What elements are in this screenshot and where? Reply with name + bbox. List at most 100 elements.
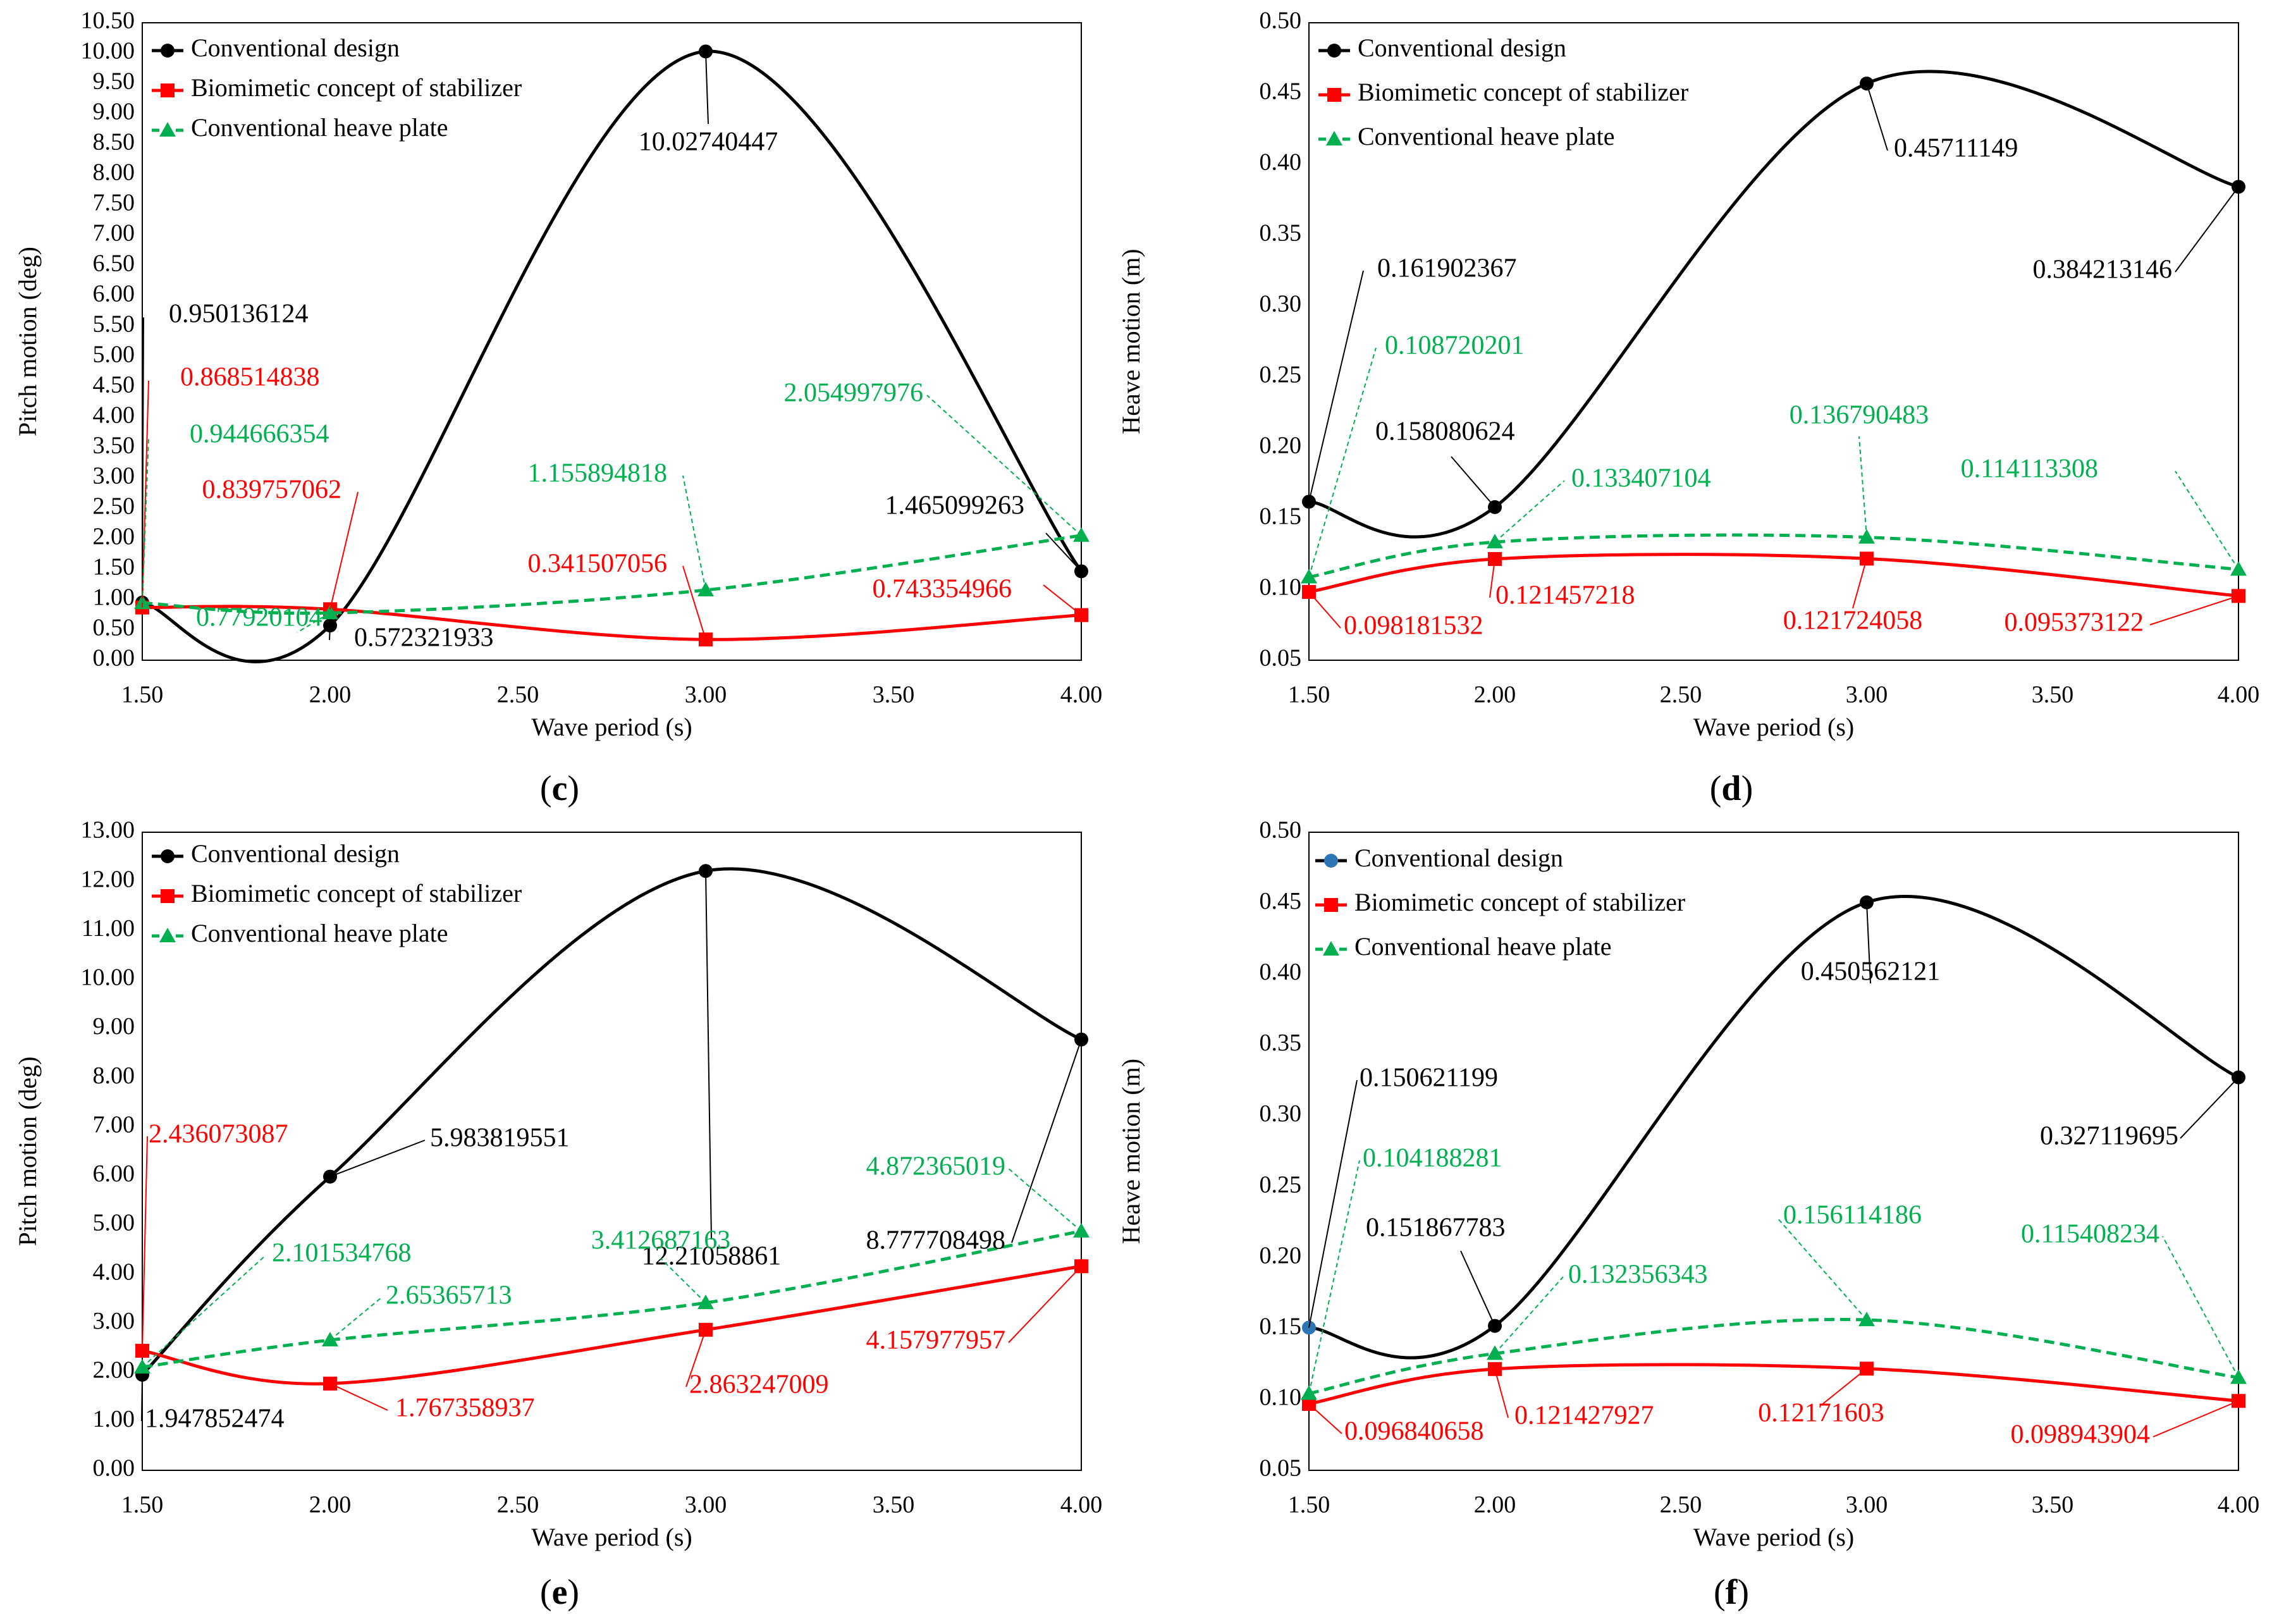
- y-tick-label: 4.00: [93, 402, 135, 429]
- series-line-heave-plate: [142, 534, 1082, 615]
- data-label-leader: [1866, 83, 1888, 151]
- legend-label-heave-plate: Conventional heave plate: [1354, 932, 1612, 961]
- x-tick-label: 3.50: [873, 1492, 915, 1518]
- data-label-biomimetic: 0.121724058: [1783, 606, 1923, 636]
- data-label-heave-plate: 0.115408234: [2021, 1220, 2159, 1249]
- legend-label-biomimetic: Biomimetic concept of stabilizer: [1354, 888, 1685, 916]
- data-label-leader: [297, 612, 331, 633]
- y-tick-label: 1.00: [93, 1406, 135, 1432]
- y-tick-label: 1.50: [93, 554, 135, 581]
- legend-label-heave-plate: Conventional heave plate: [1358, 122, 1615, 151]
- data-label-leader: [1043, 584, 1082, 616]
- data-label-heave-plate: 0.156114186: [1783, 1201, 1922, 1230]
- data-label-leader: [660, 1258, 706, 1303]
- data-label-leader: [142, 317, 144, 603]
- x-tick-label: 2.00: [1474, 1492, 1516, 1518]
- x-tick-label: 3.00: [685, 1492, 727, 1518]
- data-label-leader: [682, 565, 706, 640]
- data-label-conventional: 0.950136124: [169, 300, 309, 329]
- data-label-leader: [685, 1329, 706, 1387]
- x-tick-label: 2.00: [1474, 682, 1516, 708]
- y-tick-label: 0.25: [1260, 1171, 1302, 1198]
- data-label-leader: [1308, 1403, 1342, 1434]
- y-tick-label: 0.35: [1260, 1030, 1302, 1056]
- caption-open-paren: (: [1710, 769, 1722, 808]
- legend-label-biomimetic: Biomimetic concept of stabilizer: [1358, 78, 1688, 106]
- y-tick-label: 6.00: [93, 281, 135, 307]
- y-tick-label: 0.05: [1260, 645, 1302, 672]
- data-label-leader: [705, 871, 712, 1240]
- y-tick-label: 4.00: [93, 1258, 135, 1285]
- legend-marker-heave-plate: [1323, 941, 1339, 956]
- series-line-heave-plate: [1308, 1317, 2239, 1395]
- y-tick-label: 0.45: [1260, 78, 1302, 105]
- data-label-leader: [1308, 270, 1364, 502]
- y-tick-label: 11.00: [82, 915, 135, 942]
- data-label-biomimetic: 1.767358937: [395, 1394, 535, 1423]
- y-axis-title: Pitch motion (deg): [13, 247, 42, 436]
- data-label-biomimetic: 0.743354966: [873, 575, 1012, 604]
- data-label-heave-plate: 0.77920104: [196, 603, 322, 632]
- data-label-leader: [329, 491, 359, 610]
- data-label-leader: [1489, 558, 1495, 598]
- x-tick-label: 3.50: [873, 682, 915, 708]
- series-line-heave-plate: [142, 1229, 1082, 1369]
- data-label-leader: [1494, 480, 1565, 543]
- data-label-heave-plate: 0.108720201: [1385, 331, 1525, 360]
- data-label-conventional: 5.983819551: [430, 1124, 570, 1153]
- series-line-conventional: [1308, 70, 2239, 539]
- data-label-leader: [1045, 532, 1082, 572]
- y-tick-label: 0.40: [1260, 959, 1302, 985]
- caption-close-paren: ): [567, 1573, 579, 1612]
- data-label-leader: [926, 395, 1082, 536]
- y-tick-label: 0.00: [93, 645, 135, 672]
- data-label-conventional: 1.465099263: [885, 491, 1025, 520]
- data-label-conventional: 0.450562121: [1801, 957, 1941, 987]
- y-axis-title: Pitch motion (deg): [13, 1057, 42, 1246]
- plot-area: [142, 832, 1082, 1471]
- data-label-leader: [329, 1297, 382, 1341]
- legend-marker-biomimetic: [1324, 898, 1338, 912]
- data-label-leader: [2162, 1236, 2239, 1378]
- x-tick-label: 2.50: [1660, 682, 1702, 708]
- data-label-heave-plate: 4.872365019: [866, 1152, 1006, 1181]
- legend-marker-conventional: [1327, 44, 1341, 58]
- caption-open-paren: (: [540, 769, 552, 808]
- data-label-heave-plate: 3.412687163: [591, 1226, 731, 1255]
- y-tick-label: 0.00: [93, 1455, 135, 1482]
- caption-close-paren: ): [1737, 1573, 1749, 1612]
- legend-marker-biomimetic: [1327, 88, 1341, 102]
- data-label-leader: [1494, 1369, 1509, 1418]
- data-label-conventional: 0.158080624: [1375, 417, 1515, 446]
- legend-marker-heave-plate: [1326, 131, 1342, 145]
- x-tick-label: 4.00: [1060, 682, 1103, 708]
- data-label-heave-plate: 0.944666354: [190, 420, 329, 449]
- panel-caption: (c): [540, 769, 579, 808]
- legend-marker-biomimetic: [161, 889, 175, 903]
- data-point-heave-plate: [1487, 534, 1503, 549]
- data-label-conventional: 8.777708498: [866, 1226, 1006, 1255]
- legend-marker-conventional: [161, 849, 175, 863]
- legend-label-biomimetic: Biomimetic concept of stabilizer: [191, 73, 522, 102]
- y-tick-label: 9.00: [93, 99, 135, 125]
- legend-marker-conventional: [1324, 854, 1338, 868]
- series-line-conventional: [142, 49, 1083, 663]
- data-label-leader: [142, 437, 149, 603]
- data-label-leader: [1858, 436, 1867, 538]
- y-tick-label: 0.45: [1260, 888, 1302, 914]
- x-tick-label: 4.00: [2218, 1492, 2260, 1518]
- data-label-leader: [2175, 471, 2239, 570]
- x-axis-title: Wave period (s): [1693, 713, 1854, 741]
- data-label-heave-plate: 0.133407104: [1571, 464, 1711, 493]
- data-label-heave-plate: 1.155894818: [528, 459, 668, 488]
- data-label-leader: [1308, 347, 1377, 577]
- data-label-biomimetic: 0.121427927: [1514, 1401, 1654, 1430]
- y-axis-title: Heave motion (m): [1117, 249, 1145, 434]
- x-tick-label: 3.00: [1846, 1492, 1888, 1518]
- y-tick-label: 0.50: [1260, 817, 1302, 844]
- data-label-leader: [1821, 1368, 1867, 1406]
- data-label-heave-plate: 0.114113308: [1961, 455, 2098, 484]
- data-label-biomimetic: 0.121457218: [1495, 581, 1635, 610]
- x-axis-title: Wave period (s): [531, 713, 692, 741]
- series-line-biomimetic: [142, 605, 1082, 641]
